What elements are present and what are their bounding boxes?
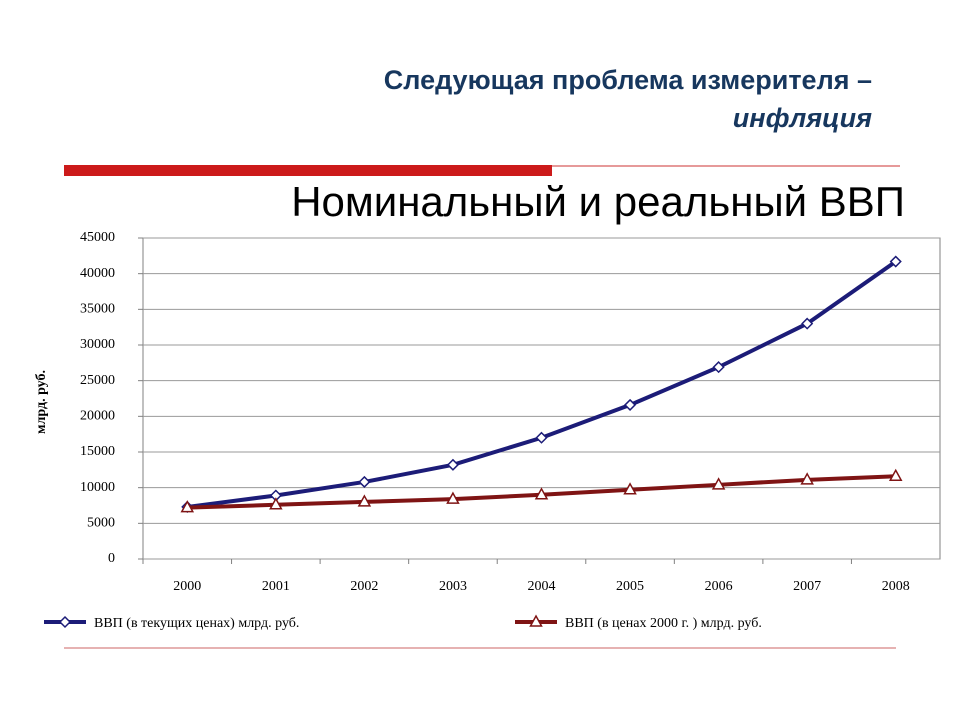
data-point bbox=[446, 458, 460, 471]
y-tick-label: 10000 bbox=[80, 480, 115, 495]
slide-title: инфляция bbox=[733, 103, 872, 133]
y-tick-label: 30000 bbox=[80, 337, 115, 352]
data-point bbox=[180, 500, 195, 513]
legend-marker bbox=[58, 615, 72, 629]
accent-bar bbox=[64, 165, 552, 176]
data-point bbox=[623, 482, 637, 495]
x-tick-label: 2007 bbox=[793, 579, 821, 594]
legend-label: ВВП (в ценах 2000 г. ) млрд. руб. bbox=[565, 616, 762, 631]
data-point bbox=[888, 468, 903, 482]
slide-title: Следующая проблема измерителя – bbox=[384, 65, 872, 95]
x-tick-label: 2005 bbox=[616, 579, 644, 594]
y-tick-label: 0 bbox=[108, 551, 115, 566]
plot-frame bbox=[142, 237, 941, 560]
y-axis-label: млрд. руб. bbox=[34, 370, 49, 434]
data-point bbox=[800, 472, 814, 485]
data-point bbox=[269, 497, 283, 510]
data-point bbox=[889, 255, 902, 268]
y-tick-label: 20000 bbox=[80, 409, 115, 424]
data-point bbox=[623, 398, 637, 411]
legend-marker bbox=[529, 614, 543, 627]
x-tick-label: 2008 bbox=[882, 579, 910, 594]
data-point bbox=[711, 477, 726, 490]
y-tick-label: 40000 bbox=[80, 266, 115, 281]
data-point bbox=[357, 494, 372, 507]
y-tick-label: 15000 bbox=[80, 444, 115, 459]
data-point bbox=[801, 317, 814, 330]
y-tick-label: 5000 bbox=[87, 516, 115, 531]
x-tick-label: 2000 bbox=[173, 579, 201, 594]
x-tick-label: 2006 bbox=[705, 579, 733, 594]
series-line bbox=[187, 259, 897, 509]
x-tick-label: 2001 bbox=[262, 579, 290, 594]
data-point bbox=[712, 361, 725, 374]
x-tick-label: 2004 bbox=[528, 579, 556, 594]
y-tick-label: 25000 bbox=[80, 373, 115, 388]
data-point bbox=[446, 491, 460, 504]
y-tick-label: 45000 bbox=[80, 230, 115, 245]
x-tick-label: 2003 bbox=[439, 579, 467, 594]
data-point bbox=[358, 475, 371, 489]
data-point bbox=[534, 487, 549, 500]
chart-title: Номинальный и реальный ВВП bbox=[291, 178, 905, 225]
x-tick-label: 2002 bbox=[350, 579, 378, 594]
data-point bbox=[535, 431, 548, 444]
legend-label: ВВП (в текущих ценах) млрд. руб. bbox=[94, 616, 299, 631]
y-tick-label: 35000 bbox=[80, 302, 115, 317]
